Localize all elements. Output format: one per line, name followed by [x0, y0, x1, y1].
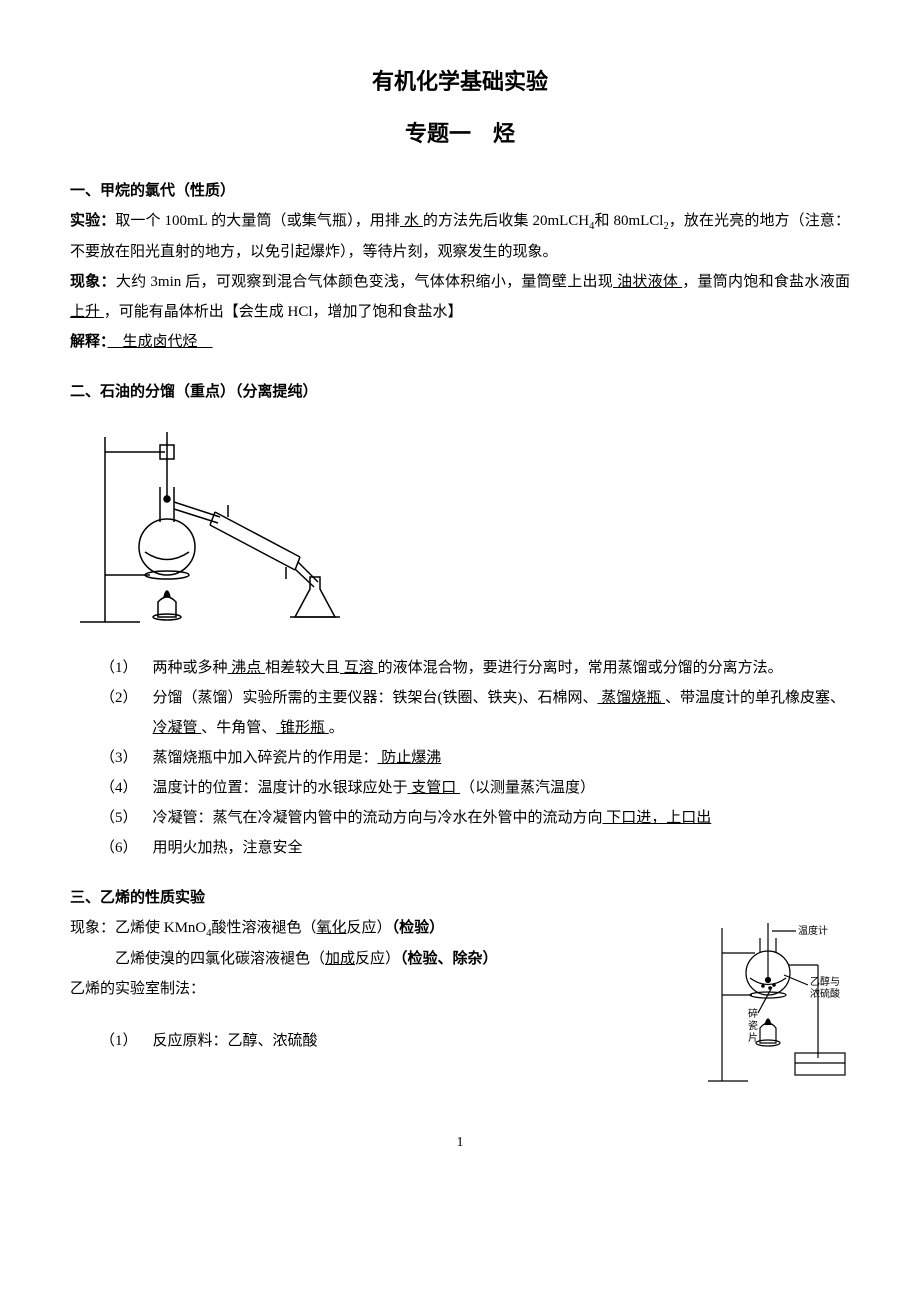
- sec3-item-1: （1） 反应原料：乙醇、浓硫酸: [70, 1026, 690, 1056]
- sec3-text: 现象：乙烯使 KMnO4酸性溶液褪色（氧化反应）（检验） 乙烯使溴的四氯化碳溶液…: [70, 913, 690, 1056]
- phen-label: 现象：: [70, 274, 116, 290]
- page-number: 1: [70, 1129, 850, 1157]
- text: 分馏（蒸馏）实验所需的主要仪器：铁架台(铁圈、铁夹)、石棉网、: [153, 690, 598, 706]
- sec2-item-1: （1） 两种或多种 沸点 相差较大且 互溶 的液体混合物，要进行分离时，常用蒸馏…: [70, 653, 850, 683]
- label-chip2: 瓷: [748, 1019, 758, 1032]
- blank: 油状液体: [613, 274, 682, 290]
- text: 温度计的位置：温度计的水银球应处于: [153, 780, 408, 796]
- text: （以测量蒸汽温度）: [460, 780, 595, 796]
- item-num: （3）: [100, 743, 153, 773]
- text: 用明火加热，注意安全: [153, 840, 303, 856]
- item-body: 温度计的位置：温度计的水银球应处于 支管口 （以测量蒸汽温度）: [153, 773, 851, 803]
- label-chip: 碎: [748, 1007, 758, 1020]
- text: 和 80mLCl: [594, 213, 663, 229]
- text: 。: [329, 720, 344, 736]
- item-body: 冷凝管：蒸气在冷凝管内管中的流动方向与冷水在外管中的流动方向 下口进，上口出: [153, 803, 851, 833]
- emph: （检验）: [392, 920, 445, 936]
- expl-label: 解释：: [70, 334, 108, 350]
- label-chip3: 片: [748, 1031, 758, 1044]
- item-num: （1）: [100, 1026, 153, 1056]
- text: 反应）: [355, 951, 400, 967]
- text: 冷凝管：蒸气在冷凝管内管中的流动方向与冷水在外管中的流动方向: [153, 810, 603, 826]
- blank: 生成卤代烃: [108, 334, 213, 350]
- text: ，可能有晶体析出【会生成 HCl，增加了饱和食盐水】: [104, 304, 463, 320]
- sec3-line2: 乙烯使溴的四氯化碳溶液褪色（加成反应）（检验、除杂）: [70, 944, 690, 974]
- item-num: （6）: [100, 833, 153, 863]
- text: 相差较大且: [265, 660, 340, 676]
- text: 现象：乙烯使 KMnO: [70, 920, 206, 936]
- sec1-explanation: 解释： 生成卤代烃: [70, 327, 850, 357]
- text: 乙烯使溴的四氯化碳溶液褪色（: [115, 951, 325, 967]
- sec3-row: 现象：乙烯使 KMnO4酸性溶液褪色（氧化反应）（检验） 乙烯使溴的四氯化碳溶液…: [70, 913, 850, 1099]
- text: ，量筒内饱和食盐水液面: [682, 274, 850, 290]
- emph: （检验、除杂）: [400, 951, 498, 967]
- sec2-heading: 二、石油的分馏（重点）（分离提纯）: [70, 377, 850, 407]
- sec3-line3: 乙烯的实验室制法：: [70, 974, 690, 1004]
- sec2-item-6: （6） 用明火加热，注意安全: [70, 833, 850, 863]
- label-thermo: 温度计: [798, 924, 828, 937]
- blank: 蒸馏烧瓶: [598, 690, 666, 706]
- blank: 沸点: [228, 660, 266, 676]
- label-mix2: 浓硫酸: [810, 987, 840, 1000]
- text: 两种或多种: [153, 660, 228, 676]
- text: 、牛角管、: [201, 720, 276, 736]
- text: 、带温度计的单孔橡皮塞、: [665, 690, 845, 706]
- sec3-heading: 三、乙烯的性质实验: [70, 883, 850, 913]
- item-body: 蒸馏烧瓶中加入碎瓷片的作用是： 防止爆沸: [153, 743, 851, 773]
- item-num: （5）: [100, 803, 153, 833]
- blank: 水: [400, 213, 423, 229]
- main-title: 有机化学基础实验: [70, 60, 850, 104]
- sec1-phenomenon: 现象：大约 3min 后，可观察到混合气体颜色变浅，气体体积缩小，量筒壁上出现 …: [70, 267, 850, 327]
- text: 酸性溶液褪色（: [212, 920, 317, 936]
- sec2-item-3: （3） 蒸馏烧瓶中加入碎瓷片的作用是： 防止爆沸: [70, 743, 850, 773]
- item-body: 反应原料：乙醇、浓硫酸: [153, 1026, 691, 1056]
- item-num: （4）: [100, 773, 153, 803]
- sec1-experiment: 实验：取一个 100mL 的大量筒（或集气瓶），用排 水 的方法先后收集 20m…: [70, 206, 850, 267]
- text: 蒸馏烧瓶中加入碎瓷片的作用是：: [153, 750, 378, 766]
- item-body: 分馏（蒸馏）实验所需的主要仪器：铁架台(铁圈、铁夹)、石棉网、 蒸馏烧瓶 、带温…: [153, 683, 851, 743]
- blank: 支管口: [408, 780, 461, 796]
- distillation-diagram: [70, 417, 850, 643]
- ethylene-diagram: 温度计 乙醇与 浓硫酸 碎 瓷 片: [700, 913, 850, 1099]
- blank: 锥形瓶: [276, 720, 329, 736]
- item-num: （1）: [100, 653, 153, 683]
- blank: 下口进，上口出: [603, 810, 712, 826]
- exp-label: 实验：: [70, 213, 115, 229]
- text: 反应）: [347, 920, 392, 936]
- blank: 氧化: [317, 920, 347, 936]
- item-num: （2）: [100, 683, 153, 743]
- sec2-item-2: （2） 分馏（蒸馏）实验所需的主要仪器：铁架台(铁圈、铁夹)、石棉网、 蒸馏烧瓶…: [70, 683, 850, 743]
- label-mix: 乙醇与: [810, 975, 840, 988]
- text: 取一个 100mL 的大量筒（或集气瓶），用排: [115, 213, 400, 229]
- item-body: 用明火加热，注意安全: [153, 833, 851, 863]
- text: 的方法先后收集 20mLCH: [423, 213, 589, 229]
- sec2-item-5: （5） 冷凝管：蒸气在冷凝管内管中的流动方向与冷水在外管中的流动方向 下口进，上…: [70, 803, 850, 833]
- blank: 冷凝管: [153, 720, 202, 736]
- sec2-item-4: （4） 温度计的位置：温度计的水银球应处于 支管口 （以测量蒸汽温度）: [70, 773, 850, 803]
- sec3-line1: 现象：乙烯使 KMnO4酸性溶液褪色（氧化反应）（检验）: [70, 913, 690, 944]
- blank: 防止爆沸: [378, 750, 442, 766]
- text: 的液体混合物，要进行分离时，常用蒸馏或分馏的分离方法。: [378, 660, 783, 676]
- blank: 加成: [325, 951, 355, 967]
- item-body: 两种或多种 沸点 相差较大且 互溶 的液体混合物，要进行分离时，常用蒸馏或分馏的…: [153, 653, 851, 683]
- blank: 上升: [70, 304, 104, 320]
- sec1-heading: 一、甲烷的氯代（性质）: [70, 176, 850, 206]
- text: 大约 3min 后，可观察到混合气体颜色变浅，气体体积缩小，量筒壁上出现: [116, 274, 613, 290]
- sub-title: 专题一 烃: [70, 112, 850, 156]
- blank: 互溶: [340, 660, 378, 676]
